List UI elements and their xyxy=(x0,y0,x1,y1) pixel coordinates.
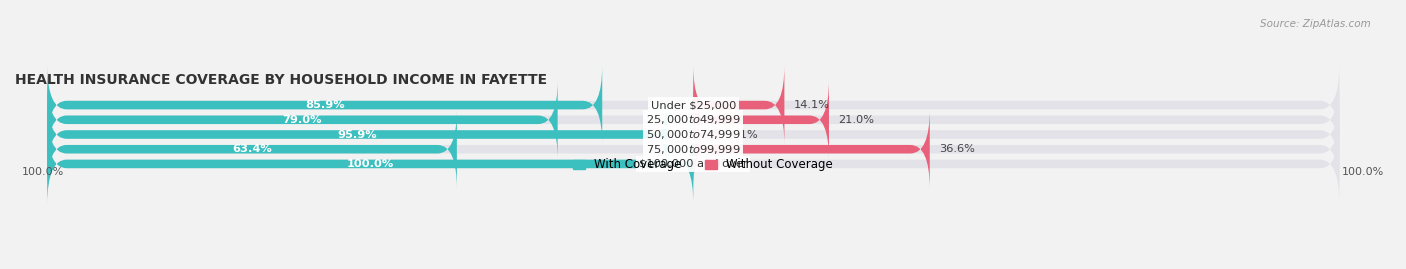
FancyBboxPatch shape xyxy=(693,65,785,145)
Text: $100,000 and over: $100,000 and over xyxy=(638,159,748,169)
FancyBboxPatch shape xyxy=(48,124,693,204)
Text: 0.0%: 0.0% xyxy=(703,159,733,169)
Text: 100.0%: 100.0% xyxy=(21,168,63,178)
Text: $25,000 to $49,999: $25,000 to $49,999 xyxy=(647,113,741,126)
Text: $50,000 to $74,999: $50,000 to $74,999 xyxy=(647,128,741,141)
FancyBboxPatch shape xyxy=(48,65,602,145)
Text: 95.9%: 95.9% xyxy=(337,129,377,140)
Text: $75,000 to $99,999: $75,000 to $99,999 xyxy=(647,143,741,156)
Text: 85.9%: 85.9% xyxy=(305,100,344,110)
FancyBboxPatch shape xyxy=(48,109,457,189)
FancyBboxPatch shape xyxy=(693,95,720,174)
FancyBboxPatch shape xyxy=(48,109,1340,189)
Text: Under $25,000: Under $25,000 xyxy=(651,100,735,110)
Legend: With Coverage, Without Coverage: With Coverage, Without Coverage xyxy=(572,158,834,172)
FancyBboxPatch shape xyxy=(48,80,558,160)
FancyBboxPatch shape xyxy=(48,124,1340,204)
FancyBboxPatch shape xyxy=(48,95,1340,174)
FancyBboxPatch shape xyxy=(693,80,830,160)
FancyBboxPatch shape xyxy=(693,109,929,189)
Text: 36.6%: 36.6% xyxy=(939,144,976,154)
Text: 4.1%: 4.1% xyxy=(730,129,758,140)
Text: 14.1%: 14.1% xyxy=(794,100,830,110)
Text: 21.0%: 21.0% xyxy=(838,115,875,125)
FancyBboxPatch shape xyxy=(48,80,1340,160)
Text: Source: ZipAtlas.com: Source: ZipAtlas.com xyxy=(1260,19,1371,29)
Text: 100.0%: 100.0% xyxy=(347,159,394,169)
Text: HEALTH INSURANCE COVERAGE BY HOUSEHOLD INCOME IN FAYETTE: HEALTH INSURANCE COVERAGE BY HOUSEHOLD I… xyxy=(15,73,547,87)
Text: 63.4%: 63.4% xyxy=(232,144,271,154)
FancyBboxPatch shape xyxy=(48,65,1340,145)
FancyBboxPatch shape xyxy=(48,95,666,174)
Text: 100.0%: 100.0% xyxy=(1343,168,1385,178)
Text: 79.0%: 79.0% xyxy=(283,115,322,125)
